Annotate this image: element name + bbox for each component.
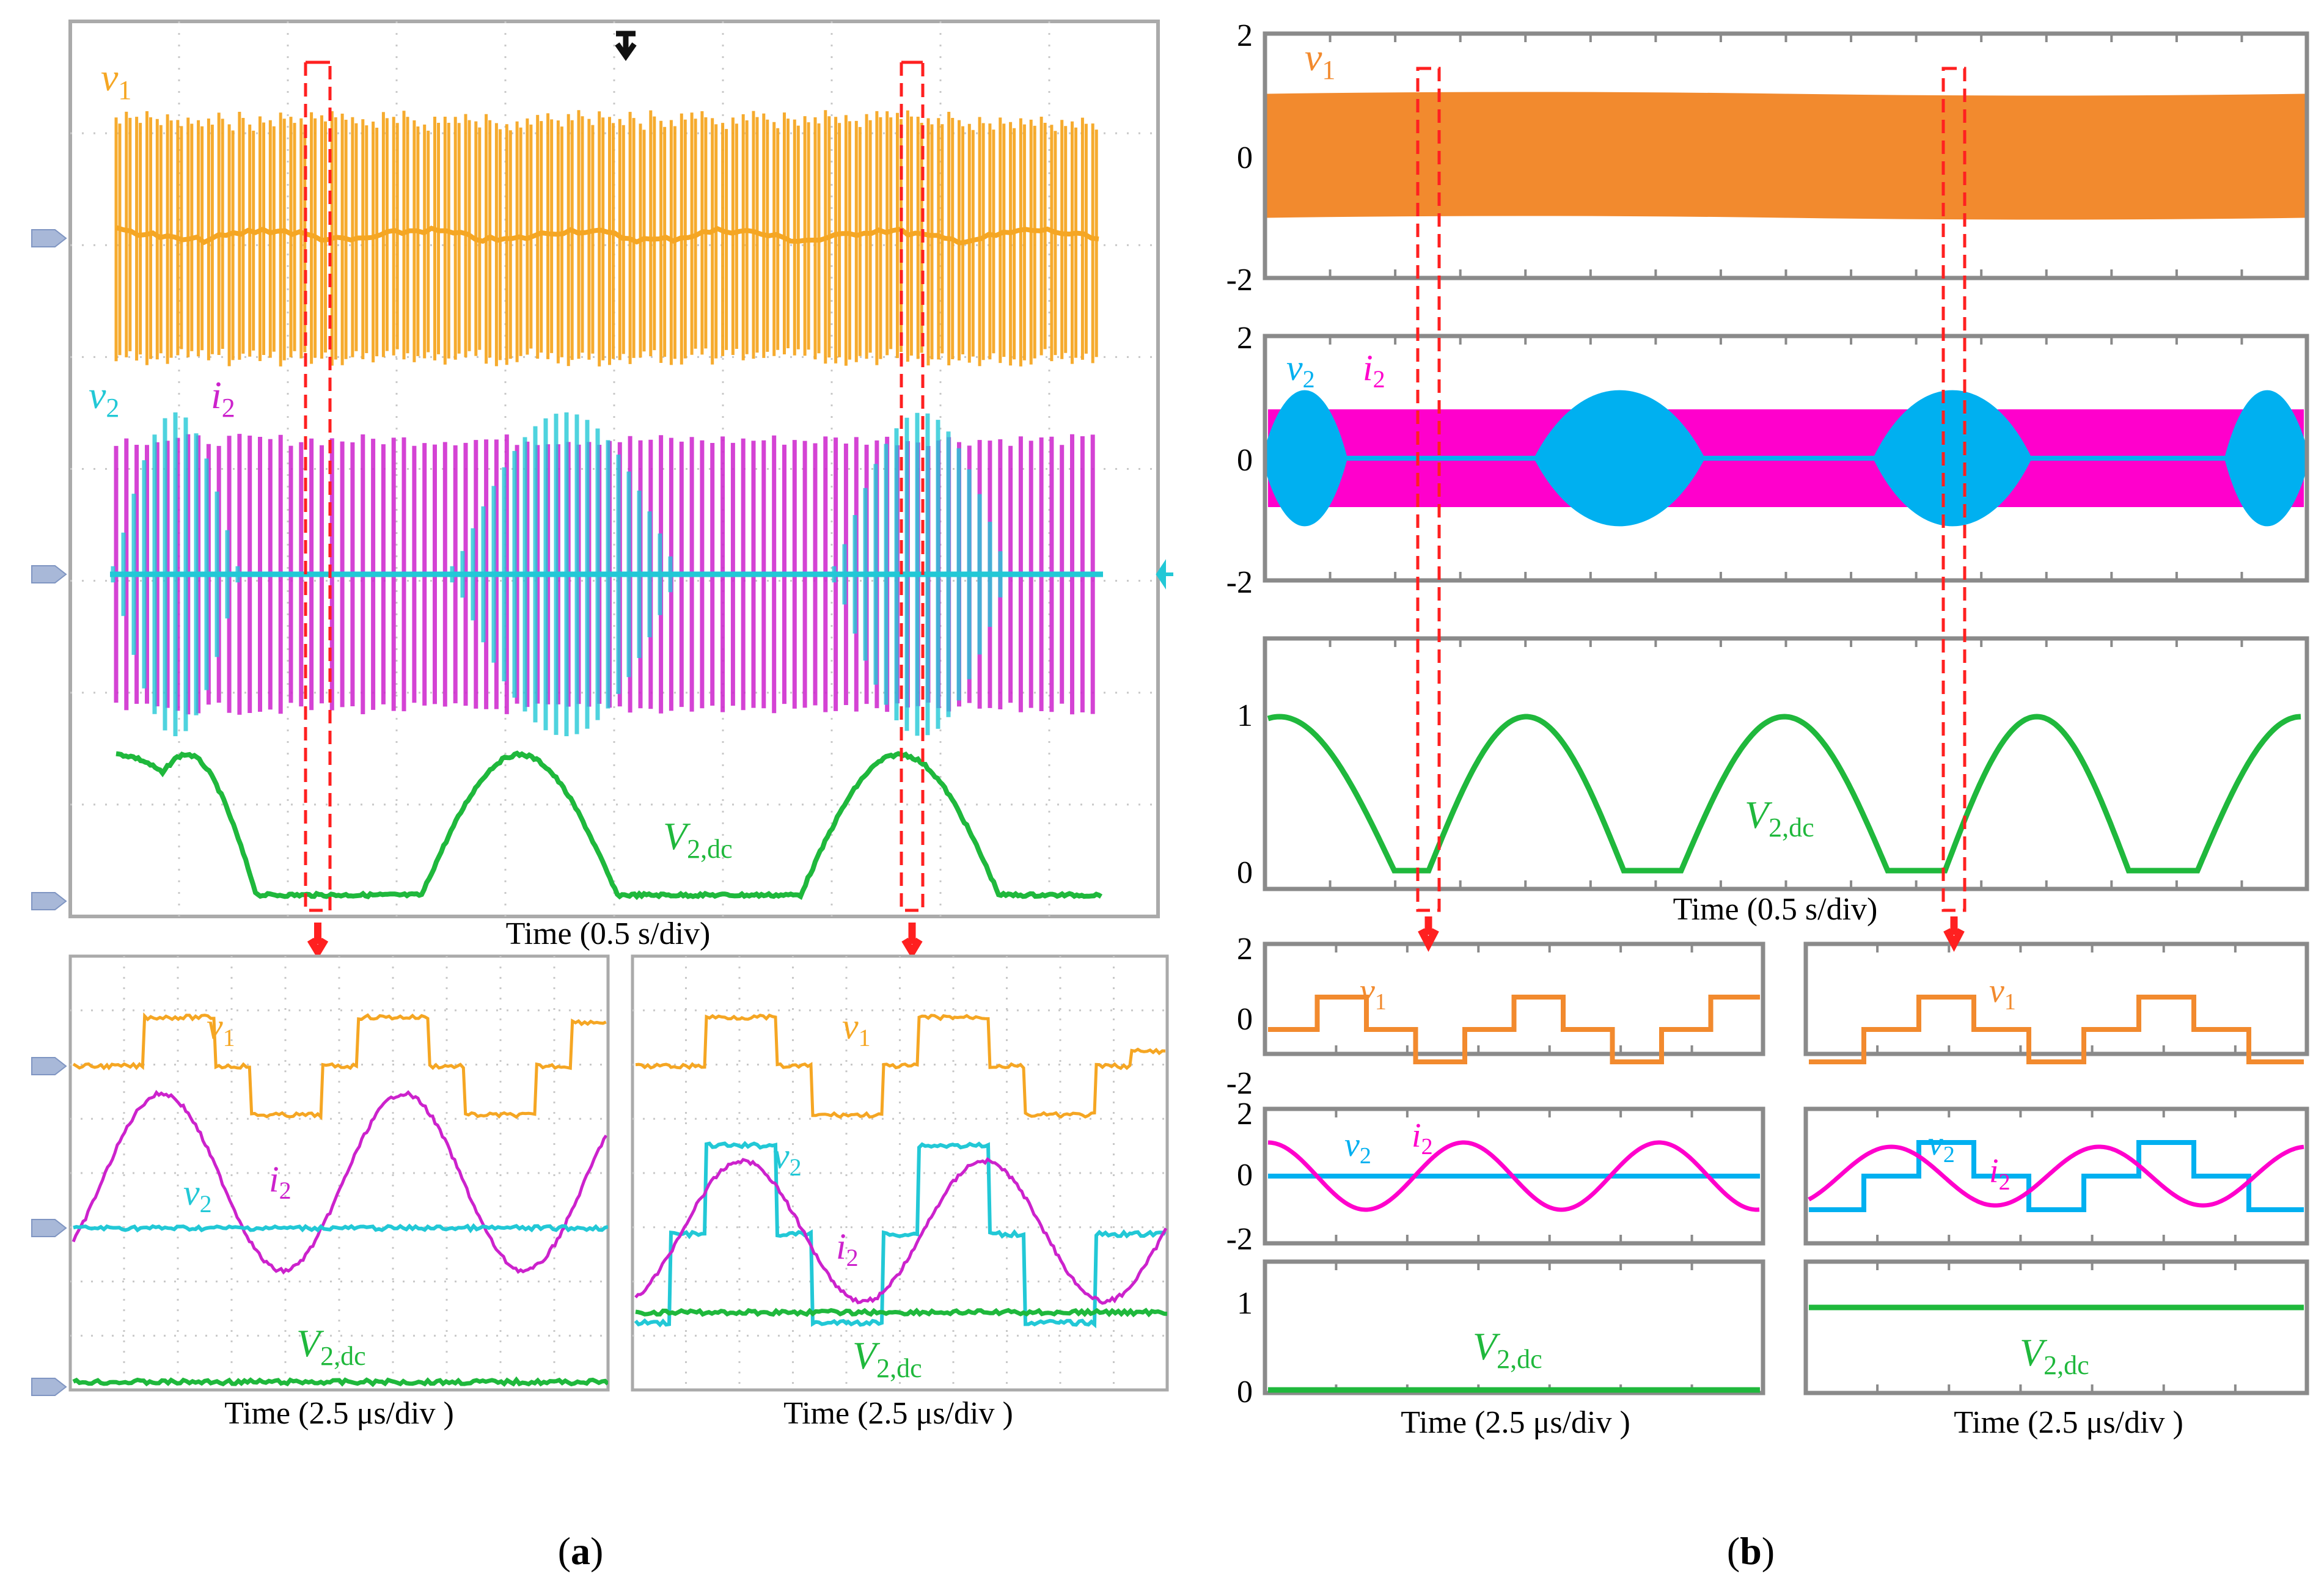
y-tick-label: 2 [1237, 321, 1253, 356]
channel-marker-icon [31, 565, 67, 583]
a-zl-v1-label: v1 [207, 1006, 235, 1051]
b-zoom-window-marker [1416, 67, 1441, 912]
channel-marker-icon [31, 229, 67, 247]
channel-marker-icon [31, 1219, 67, 1237]
a-zr-v1-label: v1 [842, 1006, 871, 1051]
b-v2i2-long-frame-top [1263, 334, 2309, 583]
a-vdc-trace [115, 750, 1103, 901]
a-zr-i2-trace [634, 1157, 1167, 1305]
panel-a: v1 v2 i2 V2,dc Time (0.5 s/div) v1 v2 i2… [31, 20, 1173, 1573]
a-zoom-arrow-icon [901, 923, 923, 959]
y-tick-label: 1 [1237, 1286, 1253, 1321]
b-zl-v1-trace [1268, 995, 1760, 1064]
scope-a-markers [304, 60, 925, 959]
y-tick-label: 0 [1237, 141, 1253, 175]
a-zr-v2-trace [634, 1141, 1167, 1329]
a-zl-time-label: Time (2.5 μs/div ) [224, 1396, 454, 1431]
a-zr-time-label: Time (2.5 μs/div ) [783, 1396, 1013, 1431]
a-v2-label: v2 [89, 373, 119, 423]
b-zr-i2-trace [1808, 1144, 2304, 1208]
b-zr-v2-label: v2 [1928, 1125, 1955, 1168]
y-tick-label: -2 [1226, 263, 1253, 298]
a-zl-vdc-trace [72, 1376, 608, 1387]
b-vdc-label: V2,dc [1745, 793, 1814, 843]
a-v1-mid-trace [115, 225, 1099, 246]
b-v1-label: v1 [1305, 35, 1335, 85]
y-tick-label: -2 [1226, 1222, 1253, 1257]
a-zoom-window-marker [900, 60, 925, 912]
scope-a-zoom-right-traces [634, 1013, 1167, 1329]
a-zl-v1-trace [72, 1012, 607, 1121]
y-tick-label: 1 [1237, 698, 1253, 733]
b-vdc-long-frame [1263, 636, 2309, 891]
y-tick-label: 2 [1237, 932, 1253, 967]
scope-a-zoom-left-traces [71, 1012, 608, 1387]
sim-b-traces [1247, 92, 2324, 1393]
a-vdc-label: V2,dc [663, 814, 733, 864]
panel-b-caption: (b) [1727, 1529, 1775, 1573]
b-zl-i2-label: i2 [1412, 1117, 1433, 1160]
y-tick-label: 0 [1237, 443, 1253, 478]
scope-a-long-traces [110, 110, 1103, 901]
scope-a-long-grid [70, 21, 1158, 916]
b-zr-i2-label: i2 [1989, 1152, 2011, 1195]
y-tick-label: 2 [1237, 1097, 1253, 1132]
y-tick-label: 0 [1237, 1158, 1253, 1193]
a-zl-v2-trace [73, 1223, 608, 1234]
b-zr-v1-label: v1 [1989, 972, 2016, 1015]
ref-marker-icon [1156, 559, 1173, 590]
y-tick-label: 0 [1237, 1002, 1253, 1037]
b-zr-v1-trace [1809, 995, 2304, 1064]
a-zl-v2-label: v2 [183, 1172, 212, 1218]
b-zr-v2-trace [1809, 1140, 2304, 1212]
b-zoom-arrow-icon [1943, 916, 1965, 952]
b-zr-vdc-label: V2,dc [2020, 1331, 2089, 1380]
b-zl-vdc-label: V2,dc [1473, 1325, 1542, 1374]
a-zr-vdc-trace [635, 1307, 1167, 1318]
panel-a-caption: (a) [558, 1529, 604, 1573]
b-zl-i2-trace [1267, 1140, 1760, 1212]
b-zl-vdc-frame [1263, 1259, 1765, 1395]
a-zl-i2-trace [71, 1089, 608, 1275]
trigger-marker-icon [615, 31, 637, 61]
y-tick-label: -2 [1226, 1066, 1253, 1101]
channel-marker-icon [31, 892, 67, 910]
channel-marker-icon [31, 1378, 67, 1396]
channel-marker-icon [31, 1057, 67, 1075]
a-zr-v1-trace [635, 1013, 1166, 1119]
b-zr-time-label: Time (2.5 μs/div ) [1954, 1405, 2183, 1440]
a-zl-vdc-label: V2,dc [296, 1322, 366, 1371]
y-tick-label: -2 [1226, 565, 1253, 600]
b-zr-v1-frame [1803, 941, 2309, 1056]
y-tick-label: 0 [1237, 855, 1253, 890]
sim-b-markers [1416, 67, 1967, 952]
b-time-label-long: Time (0.5 s/div) [1673, 892, 1878, 927]
scope-a-channel-arrows [31, 229, 1173, 1396]
a-zr-v2-label: v2 [773, 1136, 802, 1181]
b-zoom-arrow-icon [1418, 916, 1439, 952]
b-zr-vdc-frame [1803, 1259, 2309, 1395]
b-i2-label: i2 [1363, 348, 1385, 393]
sim-b-frames [1263, 31, 2309, 1395]
y-tick-label: 0 [1237, 1375, 1253, 1409]
b-zoom-window-marker [1941, 67, 1967, 912]
a-v1-label: v1 [101, 56, 131, 105]
a-zl-i2-label: i2 [269, 1159, 291, 1204]
y-tick-label: 2 [1237, 18, 1253, 53]
b-v2-label: v2 [1286, 348, 1315, 393]
a-zr-vdc-label: V2,dc [852, 1334, 922, 1383]
b-v1-envelope [1267, 92, 2305, 220]
b-zl-v2-label: v2 [1344, 1126, 1371, 1169]
a-zr-i2-label: i2 [836, 1226, 859, 1271]
b-zl-v1-label: v1 [1360, 972, 1387, 1015]
b-zl-time-label: Time (2.5 μs/div ) [1401, 1405, 1630, 1440]
a-zoom-arrow-icon [307, 923, 329, 959]
a-time-label-long: Time (0.5 s/div) [506, 916, 711, 951]
a-i2-label: i2 [211, 373, 235, 423]
a-zoom-window-marker [304, 60, 332, 912]
